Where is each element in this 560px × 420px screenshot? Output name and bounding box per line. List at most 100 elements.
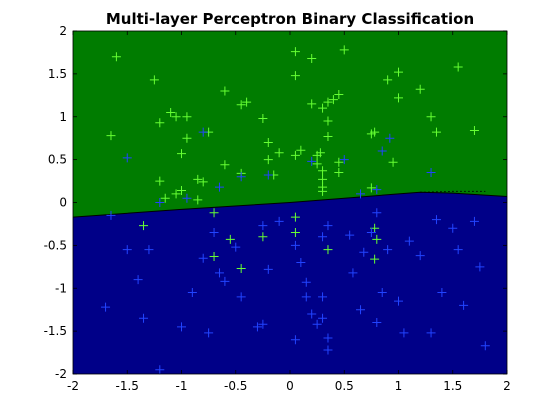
data-point-green [307, 99, 317, 109]
data-point-blue [290, 240, 300, 250]
data-point-green [263, 155, 273, 165]
data-point-blue [144, 245, 154, 255]
y-tick-label: -0.5 [44, 238, 67, 252]
data-point-blue [274, 216, 284, 226]
data-point-green [149, 75, 159, 85]
data-point-blue [475, 262, 485, 272]
data-point-green [193, 195, 203, 205]
data-point-green [388, 157, 398, 167]
data-point-blue [372, 318, 382, 328]
data-point-green [426, 112, 436, 122]
chart-title: Multi-layer Perceptron Binary Classifica… [106, 10, 474, 28]
data-point-green [370, 254, 380, 264]
data-point-green [323, 245, 333, 255]
data-point-green [290, 228, 300, 238]
x-tick-label: 1 [395, 379, 403, 393]
data-point-green [155, 176, 165, 186]
data-point-green [372, 234, 382, 244]
data-point-green [315, 148, 325, 158]
data-point-green [160, 193, 170, 203]
data-point-green [182, 112, 192, 122]
data-point-green [323, 131, 333, 141]
data-point-blue [263, 170, 273, 180]
data-point-blue [377, 288, 387, 298]
data-point-blue [122, 245, 132, 255]
data-point-blue [236, 292, 246, 302]
data-point-blue [366, 228, 376, 238]
y-tick-label: 0.5 [48, 153, 67, 167]
data-point-blue [155, 198, 165, 207]
data-point-blue [318, 232, 328, 242]
x-tick-label: 0 [286, 379, 294, 393]
data-point-green [383, 75, 393, 85]
data-point-blue [394, 296, 403, 306]
data-point-green [258, 113, 268, 123]
data-point-blue [258, 319, 268, 329]
data-point-blue [214, 268, 224, 278]
x-axis: -2 -1.5 -1 -0.5 0 0.5 1 1.5 2 [67, 31, 511, 393]
data-point-green [193, 174, 203, 184]
data-point-green [225, 234, 235, 244]
x-tick-label: -1 [176, 379, 188, 393]
data-point-green [209, 252, 219, 262]
data-point-blue [301, 292, 311, 302]
data-point-blue [383, 245, 393, 255]
y-tick-label: -1 [55, 281, 67, 295]
x-tick-label: 1.5 [443, 379, 462, 393]
data-point-blue [318, 292, 328, 302]
decision-boundary-dotted [420, 190, 486, 193]
y-tick-label: -2 [55, 367, 67, 381]
data-point-green [236, 100, 246, 110]
data-point-green [334, 89, 344, 99]
data-point-blue [187, 288, 197, 298]
data-point-green [274, 148, 284, 158]
data-point-green [171, 189, 181, 199]
data-point-blue [301, 277, 311, 287]
x-tick-label: 2 [503, 379, 511, 393]
data-point-green [198, 177, 208, 187]
data-point-blue [236, 172, 246, 182]
data-point-blue [377, 146, 387, 156]
data-point-green [328, 95, 338, 105]
data-point-green [469, 125, 479, 135]
data-point-green [111, 52, 121, 62]
data-point-green [323, 97, 333, 107]
decision-boundary [72, 191, 508, 218]
data-point-green [171, 112, 181, 122]
data-point-green [182, 133, 192, 143]
data-point-blue [258, 221, 268, 231]
data-point-green [394, 93, 403, 103]
data-point-blue [290, 335, 300, 345]
data-point-blue [182, 193, 192, 203]
y-axis: -2 -1.5 -1 -0.5 0 0.5 1 1.5 2 [44, 24, 507, 381]
data-point-green [334, 157, 344, 167]
data-point-blue [122, 153, 132, 163]
data-point-green [394, 67, 403, 77]
data-point-green [236, 264, 246, 274]
data-point-green [220, 160, 230, 170]
data-point-green [307, 53, 317, 63]
data-point-blue [139, 313, 149, 323]
data-point-blue [339, 155, 349, 165]
data-point-blue [372, 185, 382, 195]
data-point-blue [399, 328, 409, 338]
data-point-blue [263, 264, 273, 274]
data-point-blue [155, 365, 165, 375]
data-point-green [318, 166, 328, 176]
data-point-blue [437, 288, 447, 298]
data-point-green [296, 145, 306, 155]
data-point-green [258, 232, 268, 242]
data-point-green [323, 116, 333, 126]
data-point-blue [323, 345, 333, 355]
data-point-green [339, 45, 349, 55]
x-tick-label: -0.5 [224, 379, 247, 393]
data-point-green [290, 71, 300, 81]
data-point-blue [177, 322, 186, 332]
data-point-blue [431, 215, 441, 225]
x-tick-label: 0.5 [335, 379, 354, 393]
data-point-blue [448, 223, 458, 233]
data-point-blue [198, 253, 208, 263]
data-point-blue [356, 189, 366, 199]
data-point-green [106, 131, 116, 141]
